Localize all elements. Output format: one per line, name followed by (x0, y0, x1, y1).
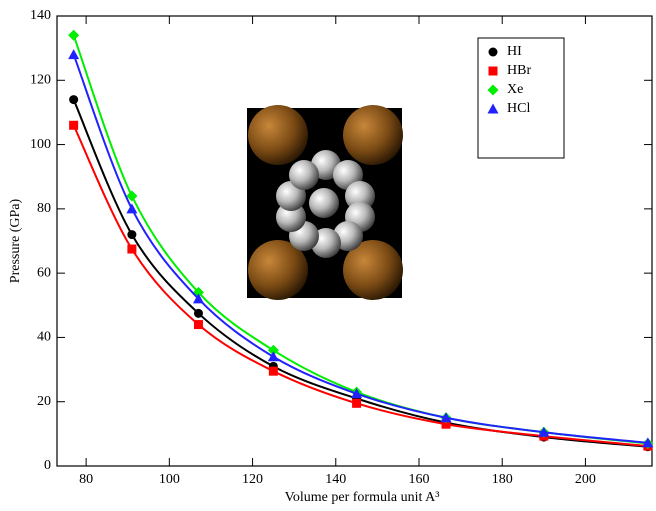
data-point (267, 351, 279, 362)
y-tick-label: 100 (30, 137, 51, 152)
data-point (352, 398, 362, 408)
x-tick-label: 160 (408, 472, 429, 487)
y-tick-label: 120 (30, 73, 51, 88)
data-point (538, 426, 550, 437)
y-tick-label: 0 (44, 458, 51, 473)
x-axis-label: Volume per formula unit A³ (285, 490, 440, 505)
plot-frame (56, 15, 653, 467)
legend-label: HBr (507, 63, 531, 78)
x-tick-label: 100 (159, 472, 180, 487)
data-point (192, 293, 204, 304)
data-point (642, 437, 654, 448)
x-tick-label: 180 (492, 472, 513, 487)
y-tick-label: 40 (37, 330, 51, 345)
data-point (440, 412, 452, 423)
legend-box (477, 37, 565, 159)
data-point (69, 95, 79, 105)
legend-label: HCl (507, 101, 530, 116)
data-point (126, 190, 138, 202)
data-point (68, 29, 80, 41)
data-point (193, 308, 203, 318)
data-point (127, 244, 137, 254)
legend-marker (487, 84, 499, 96)
data-point (68, 49, 80, 60)
x-tick-label: 80 (79, 472, 93, 487)
legend-marker (488, 66, 498, 76)
data-point (351, 388, 363, 399)
y-tick-label: 20 (37, 394, 51, 409)
y-tick-label: 60 (37, 265, 51, 280)
legend-label: HI (507, 44, 522, 59)
legend-marker (488, 47, 498, 57)
y-tick-label: 140 (30, 8, 51, 23)
data-point (127, 230, 137, 240)
y-tick-label: 80 (37, 201, 51, 216)
x-tick-label: 200 (575, 472, 596, 487)
data-point (69, 120, 79, 130)
data-point (268, 366, 278, 376)
data-point (193, 320, 203, 330)
x-tick-label: 140 (325, 472, 346, 487)
data-point (441, 419, 451, 429)
inset-image (247, 105, 403, 300)
data-point (126, 203, 138, 214)
y-axis-label: Pressure (GPa) (8, 198, 23, 283)
x-tick-label: 120 (242, 472, 263, 487)
legend-label: Xe (507, 82, 523, 97)
legend-marker (487, 103, 499, 114)
data-point (267, 344, 279, 356)
